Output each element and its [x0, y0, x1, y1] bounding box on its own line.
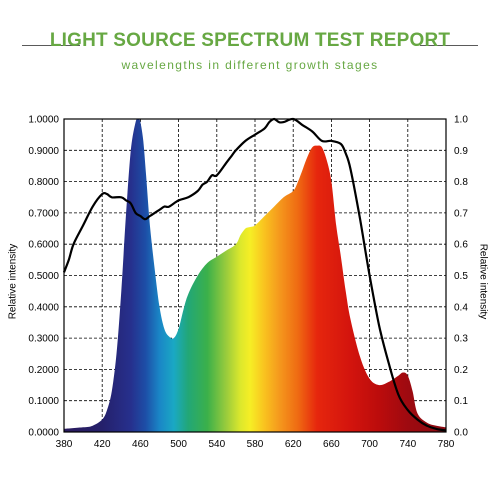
y-tick-label-left: 0.8000: [28, 177, 59, 188]
y-tick-label-left: 0.7000: [28, 208, 59, 219]
x-tick-label: 500: [170, 439, 187, 450]
x-tick-label: 740: [399, 439, 416, 450]
y-tick-label-right: 0.2: [454, 365, 468, 376]
x-tick-label: 660: [323, 439, 340, 450]
y-axis-label-left: Relative intensity: [7, 243, 19, 320]
y-tick-label-left: 0.0000: [28, 428, 59, 439]
y-tick-label-right: 0.7: [454, 208, 468, 219]
title-block: LIGHT SOURCE SPECTRUM TEST REPORT: [0, 30, 500, 52]
y-tick-label-left: 0.6000: [28, 240, 59, 251]
y-axis-label-right: Relative intensity: [477, 243, 489, 320]
x-tick-label: 580: [247, 439, 264, 450]
y-tick-label-left: 1.0000: [28, 115, 59, 126]
y-tick-label-right: 0.4: [454, 302, 468, 313]
plot-frame: [63, 118, 447, 433]
y-tick-label-right: 0.6: [454, 240, 468, 251]
title-rule-right: [420, 45, 478, 46]
y-tick-label-right: 0.1: [454, 396, 468, 407]
y-tick-label-right: 0.0: [454, 428, 468, 439]
y-tick-label-right: 0.9: [454, 146, 468, 157]
y-tick-label-right: 1.0: [454, 115, 468, 126]
y-tick-label-right: 0.8: [454, 177, 468, 188]
y-tick-label-right: 0.5: [454, 271, 468, 282]
title-rule-left: [22, 45, 80, 46]
y-tick-label-left: 0.5000: [28, 271, 59, 282]
y-tick-label-left: 0.9000: [28, 146, 59, 157]
response-curve-line: [62, 117, 447, 432]
report-title: LIGHT SOURCE SPECTRUM TEST REPORT: [49, 30, 451, 51]
x-tick-label: 540: [208, 439, 225, 450]
y-tick-label-left: 0.2000: [28, 365, 59, 376]
report-subtitle: wavelengths in different growth stages: [121, 58, 379, 72]
y-tick-label-left: 0.3000: [28, 334, 59, 345]
x-tick-label: 380: [56, 439, 73, 450]
x-tick-label: 420: [94, 439, 111, 450]
x-tick-label: 620: [285, 439, 302, 450]
y-tick-label-right: 0.3: [454, 334, 468, 345]
x-tick-label: 700: [361, 439, 378, 450]
y-tick-label-left: 0.1000: [28, 396, 59, 407]
x-tick-label: 780: [438, 439, 455, 450]
x-tick-label: 460: [132, 439, 149, 450]
spectrum-area: [64, 118, 446, 433]
y-tick-label-left: 0.4000: [28, 302, 59, 313]
